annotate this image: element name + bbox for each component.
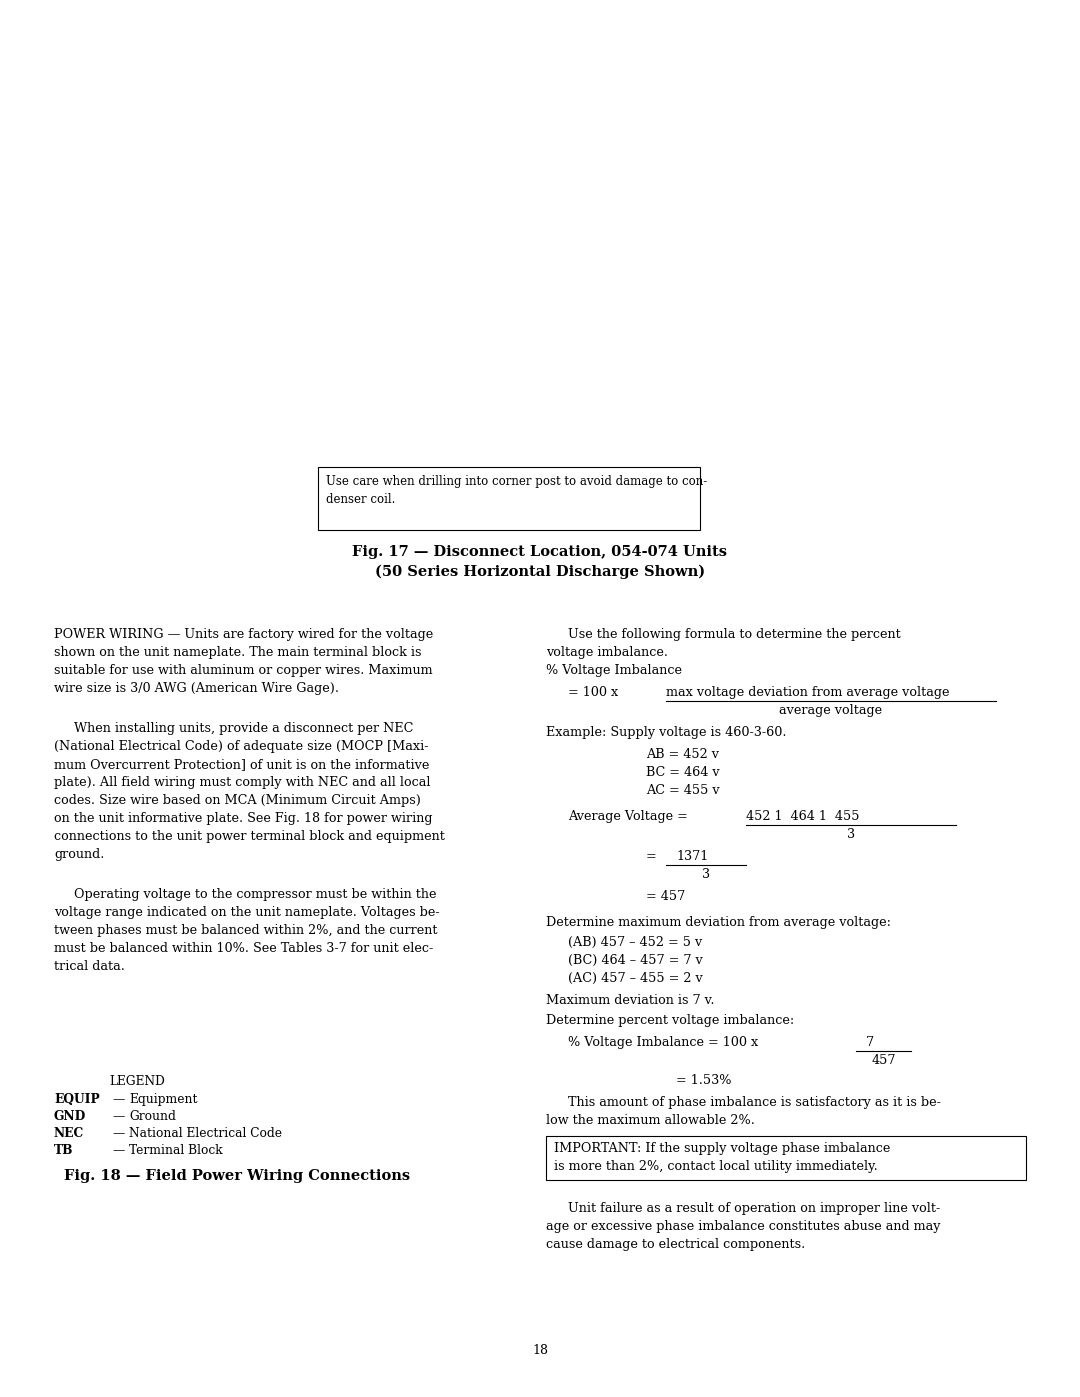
Text: 3: 3 bbox=[702, 868, 710, 882]
Text: —: — bbox=[112, 1144, 124, 1157]
Text: denser coil.: denser coil. bbox=[326, 493, 395, 506]
Text: on the unit informative plate. See Fig. 18 for power wiring: on the unit informative plate. See Fig. … bbox=[54, 812, 432, 826]
Text: (50 Series Horizontal Discharge Shown): (50 Series Horizontal Discharge Shown) bbox=[375, 564, 705, 580]
Text: AC = 455 v: AC = 455 v bbox=[646, 784, 719, 798]
Text: 18: 18 bbox=[532, 1344, 548, 1356]
Text: % Voltage Imbalance: % Voltage Imbalance bbox=[546, 664, 681, 678]
Text: 3: 3 bbox=[847, 828, 855, 841]
Text: (AC) 457 – 455 = 2 v: (AC) 457 – 455 = 2 v bbox=[568, 972, 703, 985]
Text: cause damage to electrical components.: cause damage to electrical components. bbox=[546, 1238, 806, 1250]
Text: voltage range indicated on the unit nameplate. Voltages be-: voltage range indicated on the unit name… bbox=[54, 907, 440, 919]
Text: (BC) 464 – 457 = 7 v: (BC) 464 – 457 = 7 v bbox=[568, 954, 703, 967]
Text: average voltage: average voltage bbox=[780, 704, 882, 717]
Text: voltage imbalance.: voltage imbalance. bbox=[546, 645, 669, 659]
Text: GND: GND bbox=[54, 1111, 86, 1123]
Text: trical data.: trical data. bbox=[54, 960, 125, 972]
Text: National Electrical Code: National Electrical Code bbox=[129, 1127, 282, 1140]
Text: max voltage deviation from average voltage: max voltage deviation from average volta… bbox=[666, 686, 949, 698]
Text: Determine maximum deviation from average voltage:: Determine maximum deviation from average… bbox=[546, 916, 891, 929]
Text: codes. Size wire based on MCA (Minimum Circuit Amps): codes. Size wire based on MCA (Minimum C… bbox=[54, 793, 421, 807]
Text: % Voltage Imbalance = 100 x: % Voltage Imbalance = 100 x bbox=[568, 1037, 758, 1049]
Bar bbox=[318, 467, 700, 529]
Text: When installing units, provide a disconnect per NEC: When installing units, provide a disconn… bbox=[75, 722, 414, 735]
Text: —: — bbox=[112, 1111, 124, 1123]
Text: Fig. 17 — Disconnect Location, 054-074 Units: Fig. 17 — Disconnect Location, 054-074 U… bbox=[352, 545, 728, 559]
Text: mum Overcurrent Protection] of unit is on the informative: mum Overcurrent Protection] of unit is o… bbox=[54, 759, 430, 771]
Text: = 100 x: = 100 x bbox=[568, 686, 618, 698]
Text: Example: Supply voltage is 460-3-60.: Example: Supply voltage is 460-3-60. bbox=[546, 726, 786, 739]
Text: IMPORTANT: If the supply voltage phase imbalance: IMPORTANT: If the supply voltage phase i… bbox=[554, 1141, 890, 1155]
Text: LEGEND: LEGEND bbox=[109, 1076, 165, 1088]
Text: Unit failure as a result of operation on improper line volt-: Unit failure as a result of operation on… bbox=[568, 1201, 941, 1215]
Text: 452 1  464 1  455: 452 1 464 1 455 bbox=[746, 810, 860, 823]
Text: 457: 457 bbox=[872, 1053, 895, 1067]
Text: Operating voltage to the compressor must be within the: Operating voltage to the compressor must… bbox=[75, 888, 436, 901]
Text: Use care when drilling into corner post to avoid damage to con-: Use care when drilling into corner post … bbox=[326, 475, 707, 488]
Text: —: — bbox=[112, 1092, 124, 1106]
Text: = 457: = 457 bbox=[646, 890, 685, 902]
Text: ground.: ground. bbox=[54, 848, 105, 861]
Text: plate). All field wiring must comply with NEC and all local: plate). All field wiring must comply wit… bbox=[54, 775, 431, 789]
Bar bbox=[546, 1136, 1026, 1180]
Text: NEC: NEC bbox=[54, 1127, 84, 1140]
Text: Use the following formula to determine the percent: Use the following formula to determine t… bbox=[568, 629, 901, 641]
Text: connections to the unit power terminal block and equipment: connections to the unit power terminal b… bbox=[54, 830, 445, 842]
Text: Ground: Ground bbox=[129, 1111, 176, 1123]
Text: low the maximum allowable 2%.: low the maximum allowable 2%. bbox=[546, 1113, 755, 1127]
Text: suitable for use with aluminum or copper wires. Maximum: suitable for use with aluminum or copper… bbox=[54, 664, 433, 678]
Text: Average Voltage =: Average Voltage = bbox=[568, 810, 688, 823]
Text: 7: 7 bbox=[866, 1037, 874, 1049]
Text: age or excessive phase imbalance constitutes abuse and may: age or excessive phase imbalance constit… bbox=[546, 1220, 941, 1234]
Text: (National Electrical Code) of adequate size (MOCP [Maxi-: (National Electrical Code) of adequate s… bbox=[54, 740, 429, 753]
Text: AB = 452 v: AB = 452 v bbox=[646, 747, 719, 761]
Text: EQUIP: EQUIP bbox=[54, 1092, 99, 1106]
Text: TB: TB bbox=[54, 1144, 73, 1157]
Text: shown on the unit nameplate. The main terminal block is: shown on the unit nameplate. The main te… bbox=[54, 645, 421, 659]
Text: (AB) 457 – 452 = 5 v: (AB) 457 – 452 = 5 v bbox=[568, 936, 702, 949]
Text: Fig. 18 — Field Power Wiring Connections: Fig. 18 — Field Power Wiring Connections bbox=[64, 1169, 410, 1183]
Text: Determine percent voltage imbalance:: Determine percent voltage imbalance: bbox=[546, 1014, 794, 1027]
Text: = 1.53%: = 1.53% bbox=[676, 1074, 731, 1087]
Text: POWER WIRING — Units are factory wired for the voltage: POWER WIRING — Units are factory wired f… bbox=[54, 629, 433, 641]
Text: —: — bbox=[112, 1127, 124, 1140]
Text: This amount of phase imbalance is satisfactory as it is be-: This amount of phase imbalance is satisf… bbox=[568, 1097, 941, 1109]
Text: =: = bbox=[646, 849, 657, 863]
Text: BC = 464 v: BC = 464 v bbox=[646, 766, 719, 780]
Text: is more than 2%, contact local utility immediately.: is more than 2%, contact local utility i… bbox=[554, 1160, 878, 1173]
Text: wire size is 3/0 AWG (American Wire Gage).: wire size is 3/0 AWG (American Wire Gage… bbox=[54, 682, 339, 694]
Text: Equipment: Equipment bbox=[129, 1092, 198, 1106]
Text: Terminal Block: Terminal Block bbox=[129, 1144, 222, 1157]
Text: 1371: 1371 bbox=[676, 849, 708, 863]
Text: Maximum deviation is 7 v.: Maximum deviation is 7 v. bbox=[546, 995, 715, 1007]
Text: must be balanced within 10%. See Tables 3-7 for unit elec-: must be balanced within 10%. See Tables … bbox=[54, 942, 433, 956]
Text: tween phases must be balanced within 2%, and the current: tween phases must be balanced within 2%,… bbox=[54, 923, 437, 937]
